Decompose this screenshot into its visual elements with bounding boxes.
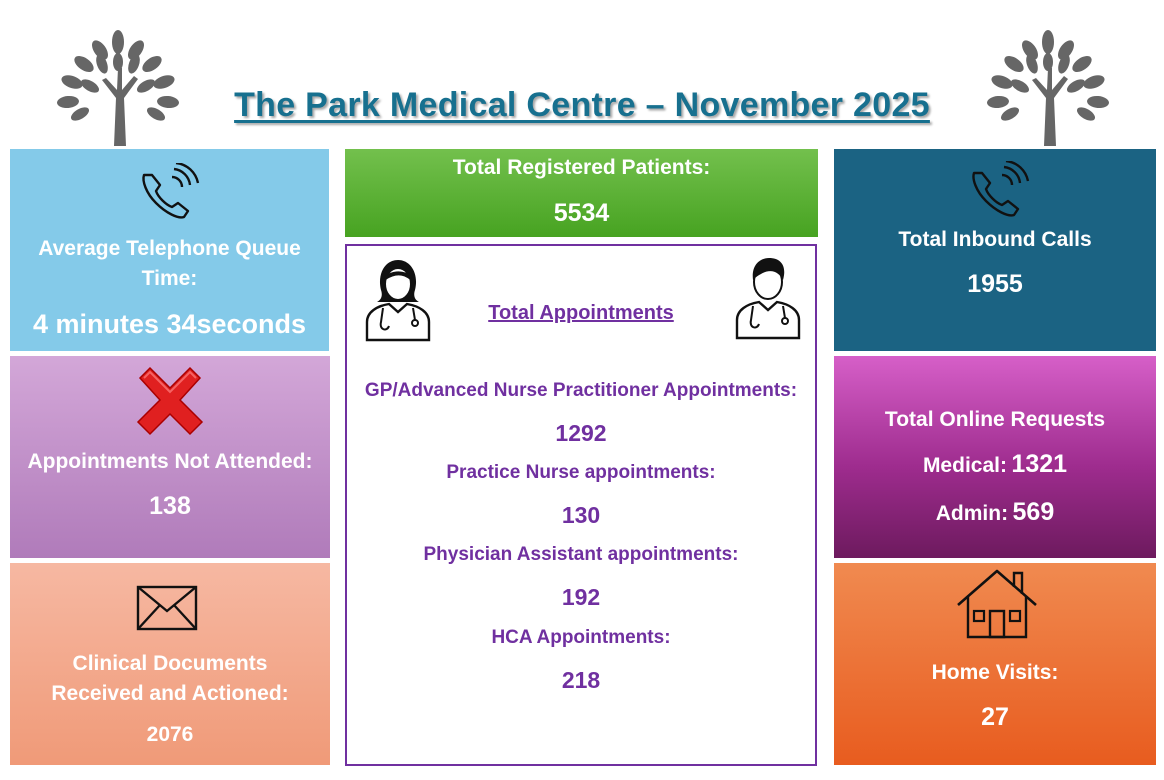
hca-label: HCA Appointments: (491, 627, 671, 648)
hca-value: 218 (561, 667, 601, 693)
red-x-icon (128, 360, 212, 444)
queue-label-line2: Time: (141, 267, 198, 290)
online-medical-row: Medical: 1321 (834, 450, 1156, 479)
inbound-calls-label: Total Inbound Calls (898, 228, 1092, 251)
online-requests-panel: Total Online Requests Medical: 1321 Admi… (834, 356, 1156, 558)
appointments-panel: Total Appointments GP/Advanced Nurse Pra… (345, 244, 817, 766)
home-visits-panel: Home Visits: 27 (834, 563, 1156, 765)
not-attended-value: 138 (149, 492, 191, 520)
clinical-documents-panel: Clinical Documents Received and Actioned… (10, 563, 330, 765)
home-visits-label: Home Visits: (931, 661, 1059, 684)
phone-icon (968, 161, 1030, 219)
envelope-icon (136, 585, 198, 631)
docs-label-line1: Clinical Documents (72, 652, 268, 675)
online-requests-label: Total Online Requests (884, 408, 1106, 431)
registered-value: 5534 (553, 199, 610, 227)
phone-icon (138, 163, 200, 221)
not-attended-panel: Appointments Not Attended: 138 (10, 356, 330, 558)
inbound-calls-panel: Total Inbound Calls 1955 (834, 149, 1156, 351)
practice-nurse-label: Practice Nurse appointments: (446, 462, 716, 483)
page-title: The Park Medical Centre – November 2025 (234, 86, 930, 124)
gp-anp-label: GP/Advanced Nurse Practitioner Appointme… (364, 380, 798, 401)
docs-value: 2076 (146, 723, 194, 746)
physician-assistant-value: 192 (561, 584, 601, 610)
telephone-queue-panel: Average Telephone Queue Time: 4 minutes … (10, 149, 329, 351)
house-icon (956, 567, 1038, 639)
practice-nurse-value: 130 (561, 502, 601, 528)
male-doctor-icon (733, 254, 803, 340)
online-admin-row: Admin: 569 (834, 498, 1156, 527)
tree-icon (50, 28, 186, 146)
tree-icon (980, 28, 1116, 146)
queue-value: 4 minutes 34seconds (32, 309, 307, 339)
online-medical-value: 1321 (1011, 450, 1068, 478)
docs-label-line2: Received and Actioned: (51, 682, 289, 705)
registered-patients-panel: Total Registered Patients: 5534 (345, 149, 818, 237)
home-visits-value: 27 (981, 703, 1009, 731)
appointments-title: Total Appointments (488, 302, 674, 324)
online-admin-value: 569 (1012, 498, 1055, 526)
gp-anp-value: 1292 (555, 420, 607, 446)
registered-label: Total Registered Patients: (452, 156, 711, 179)
queue-label-line1: Average Telephone Queue (38, 237, 301, 260)
online-medical-label: Medical: (922, 454, 1007, 477)
not-attended-label: Appointments Not Attended: (27, 450, 313, 473)
online-admin-label: Admin: (935, 502, 1009, 525)
inbound-calls-value: 1955 (967, 270, 1023, 298)
physician-assistant-label: Physician Assistant appointments: (423, 544, 739, 565)
female-doctor-icon (363, 256, 433, 342)
